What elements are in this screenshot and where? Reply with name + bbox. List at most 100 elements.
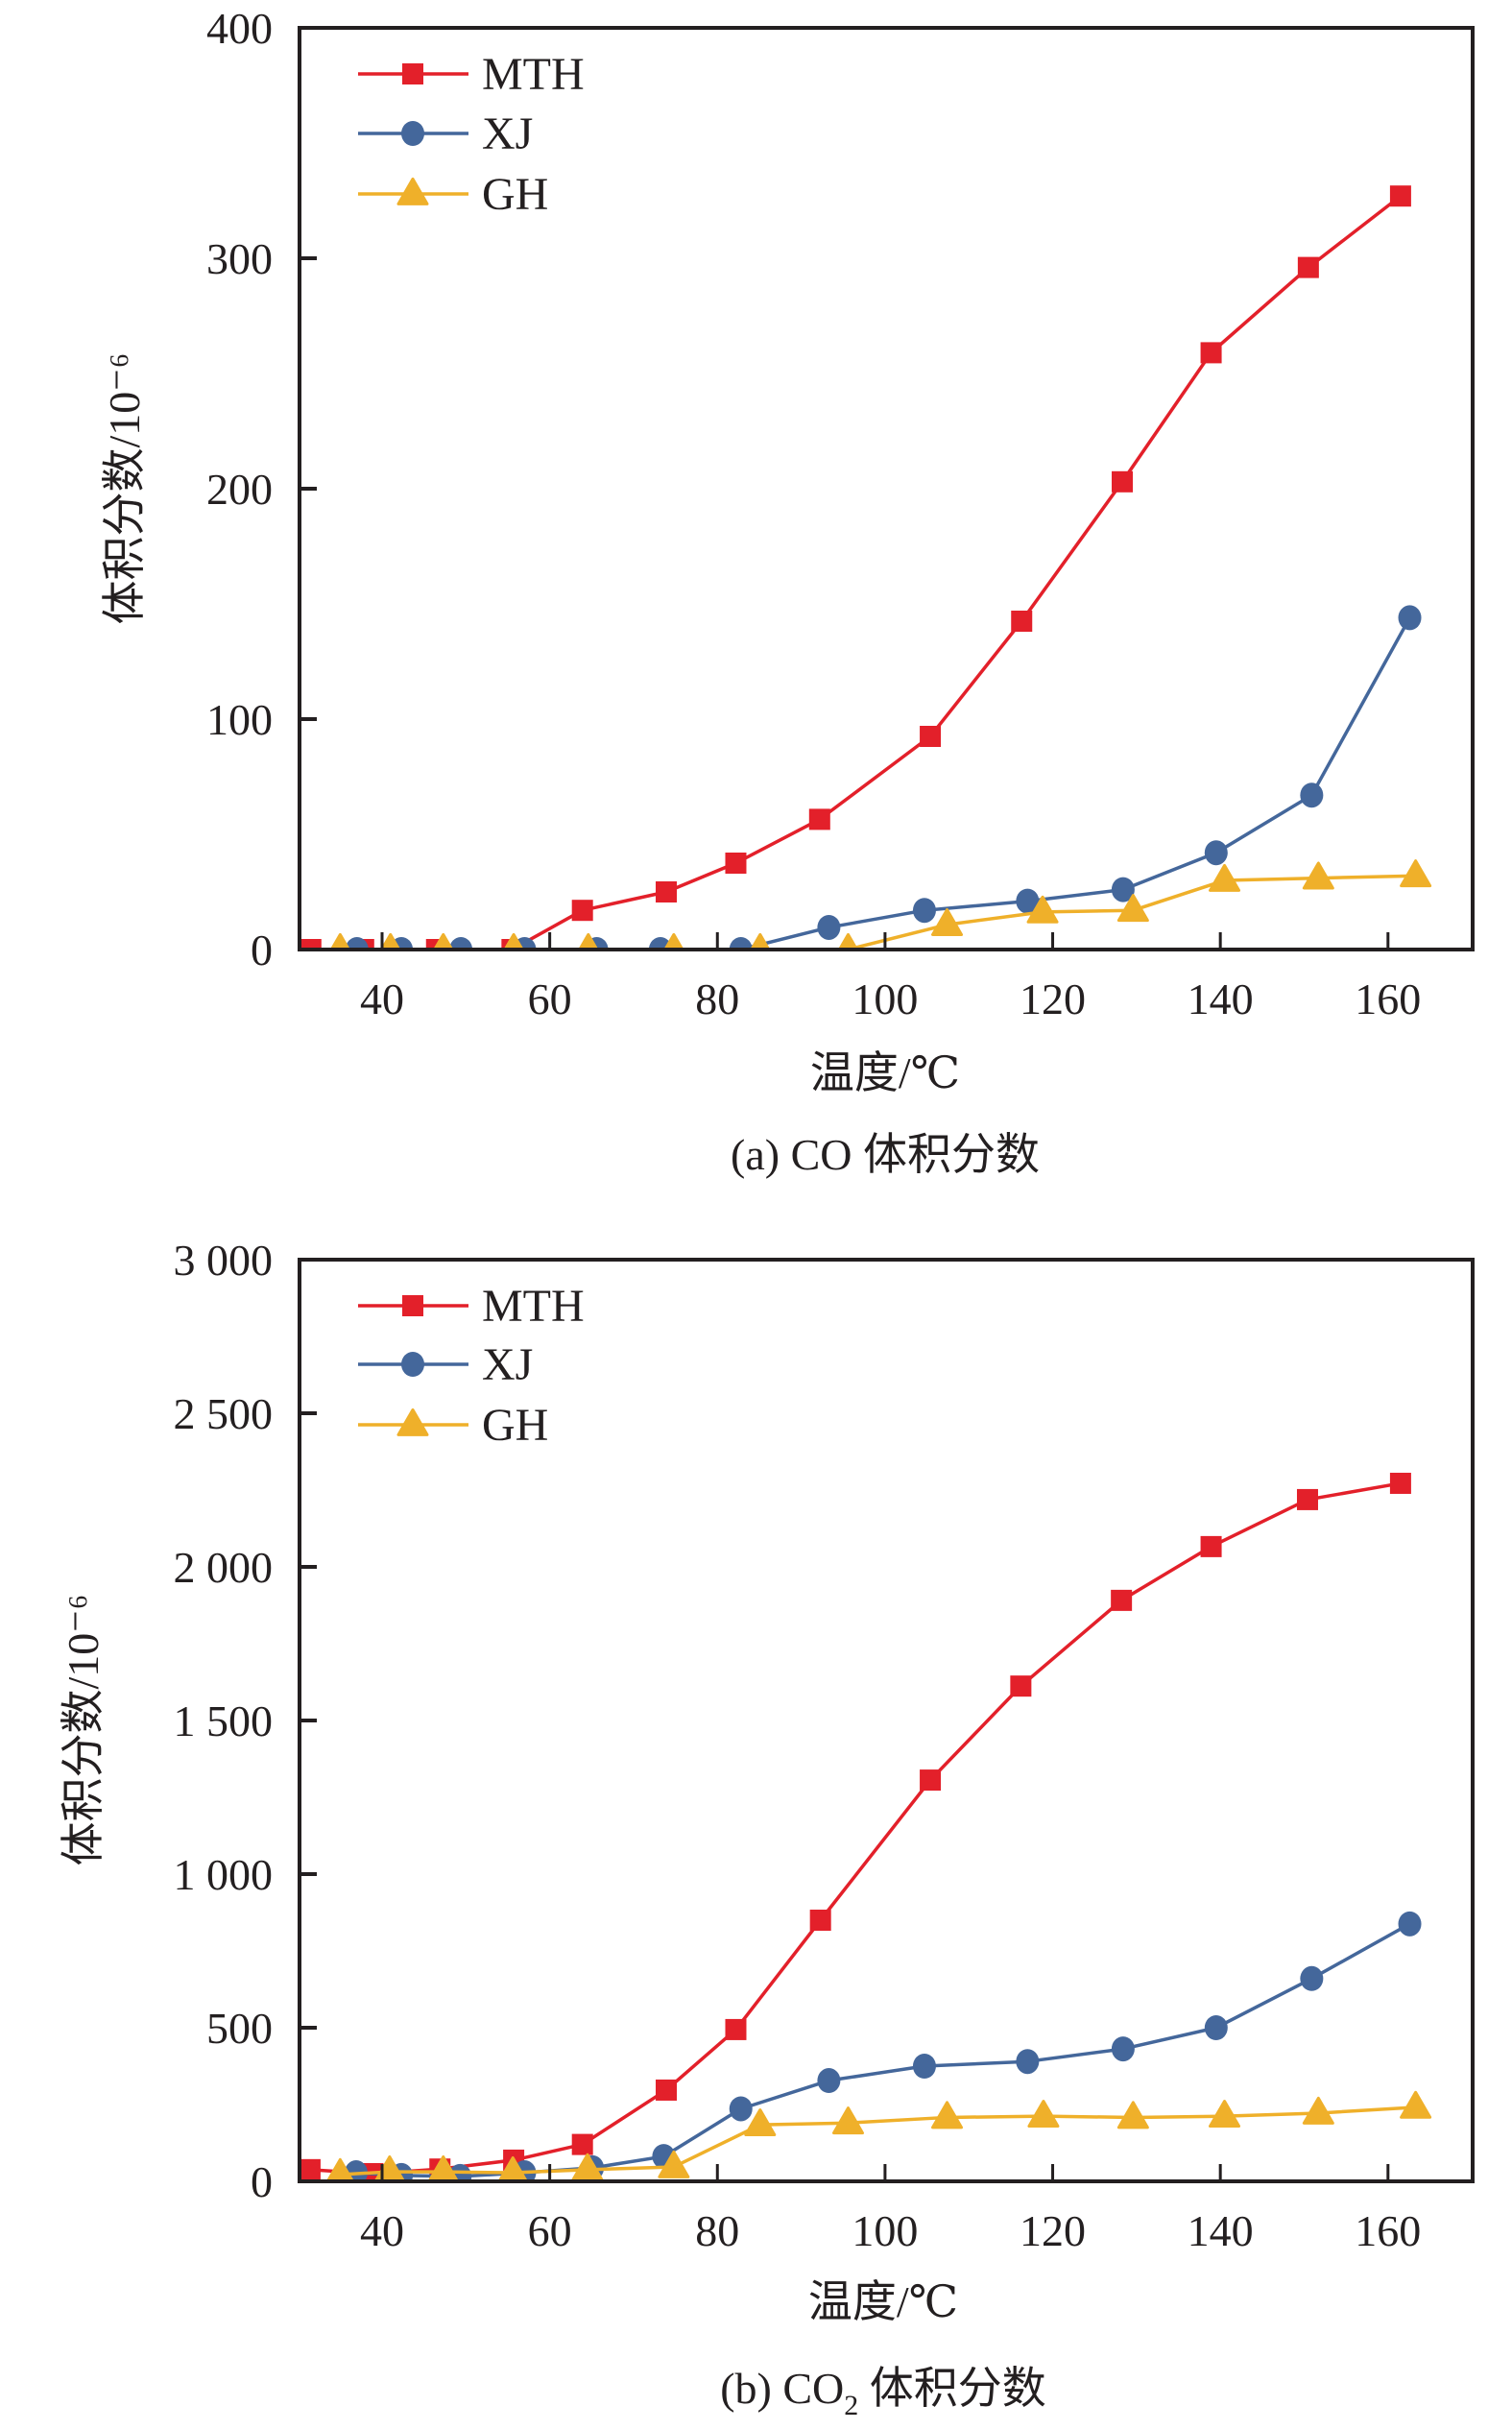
series-layer xyxy=(300,1472,1432,2181)
data-point-mth xyxy=(656,2079,678,2101)
data-point-mth xyxy=(1112,470,1134,493)
legend: MTH XJ GH xyxy=(358,49,585,220)
y-tick-label: 3 000 xyxy=(174,1236,274,1285)
data-point-mth xyxy=(1296,1488,1318,1510)
data-point-mth xyxy=(1389,185,1411,207)
data-point-gh xyxy=(663,932,684,950)
data-point-xj xyxy=(1111,2036,1135,2062)
data-point-mth xyxy=(1200,342,1222,364)
y-tick-label: 0 xyxy=(251,2157,273,2206)
data-point-xj xyxy=(817,2068,841,2094)
legend-label-xj: XJ xyxy=(482,1339,533,1390)
y-tick-label: 0 xyxy=(251,926,273,974)
data-point-gh xyxy=(325,2157,355,2181)
series-xj xyxy=(344,1911,1422,2181)
legend-label-mth: MTH xyxy=(482,1281,585,1332)
legend-marker-square-icon xyxy=(402,1295,423,1316)
data-point-gh xyxy=(744,2108,777,2137)
axes: 0 100 200 300 400 40 60 80 100 120 140 160 xyxy=(206,4,1475,1023)
legend-item-gh xyxy=(358,1407,468,1436)
y-tick-label: 500 xyxy=(206,2004,273,2053)
caption-suffix: 体积分数 xyxy=(858,2364,1046,2413)
x-axis-title: 温度/℃ xyxy=(810,1048,960,1097)
series-layer xyxy=(300,185,1432,950)
legend-marker-circle-icon xyxy=(401,1352,424,1377)
legend-marker-square-icon xyxy=(402,63,423,84)
data-point-xj xyxy=(345,937,369,950)
data-point-mth xyxy=(725,853,747,874)
data-point-mth xyxy=(809,1910,831,1931)
legend-item-xj xyxy=(358,1352,468,1377)
chart-caption: (a) CO 体积分数 xyxy=(731,1130,1040,1179)
legend-item-mth xyxy=(358,1295,468,1316)
series-xj xyxy=(345,605,1422,950)
x-tick-label: 160 xyxy=(1355,974,1421,1023)
chart-caption: (b) CO2 体积分数 xyxy=(720,2364,1046,2421)
data-point-mth xyxy=(571,900,593,922)
data-point-gh xyxy=(1400,859,1432,888)
legend-label-gh: GH xyxy=(482,1400,548,1451)
data-point-gh xyxy=(1116,2101,1149,2129)
data-point-gh xyxy=(503,932,524,950)
legend-marker-triangle-icon xyxy=(396,177,429,205)
data-point-gh xyxy=(931,2101,964,2129)
legend-marker-triangle-icon xyxy=(396,1407,429,1436)
x-tick-label: 60 xyxy=(528,974,572,1023)
y-tick-label: 1 500 xyxy=(174,1696,274,1745)
x-axis-title: 温度/℃ xyxy=(808,2277,958,2326)
y-tick-label: 2 500 xyxy=(174,1389,274,1438)
data-point-gh xyxy=(1209,2100,1241,2129)
data-point-gh xyxy=(1026,895,1059,924)
x-tick-label: 140 xyxy=(1188,974,1254,1023)
legend: MTH XJ GH xyxy=(358,1281,585,1451)
data-point-xj xyxy=(729,937,753,950)
data-point-gh xyxy=(1302,861,1334,890)
axes: 0 500 1 000 1 500 2 000 2 500 3 000 40 60 80 100 12… xyxy=(174,1236,1475,2255)
data-point-mth xyxy=(920,1769,942,1792)
series-gh xyxy=(325,2090,1432,2181)
data-point-mth xyxy=(920,726,942,747)
x-tick-label: 100 xyxy=(852,974,918,1023)
data-point-gh xyxy=(1027,2100,1060,2129)
data-point-gh xyxy=(837,932,859,950)
data-point-mth xyxy=(1389,1472,1411,1494)
data-point-xj xyxy=(1111,877,1135,902)
data-point-mth xyxy=(725,2018,747,2040)
data-point-xj xyxy=(1300,1965,1324,1991)
data-point-mth xyxy=(808,808,830,830)
x-tick-label: 140 xyxy=(1188,2206,1254,2255)
series-line-xj xyxy=(356,616,1412,950)
y-tick-label: 400 xyxy=(206,4,273,53)
legend-label-xj: XJ xyxy=(482,108,533,159)
data-point-xj xyxy=(1398,1911,1422,1937)
data-point-xj xyxy=(1398,605,1422,631)
data-point-xj xyxy=(912,2054,936,2079)
plot-frame xyxy=(298,1258,1475,2183)
data-point-mth xyxy=(300,939,322,950)
data-point-mth xyxy=(656,881,678,902)
x-tick-label: 160 xyxy=(1355,2206,1421,2255)
data-point-xj xyxy=(1016,888,1040,914)
data-point-mth xyxy=(1010,1675,1032,1697)
data-point-xj xyxy=(912,898,936,924)
y-tick-label: 2 000 xyxy=(174,1543,274,1592)
data-point-xj xyxy=(1016,2049,1040,2075)
data-point-xj xyxy=(1204,2015,1228,2040)
x-tick-label: 100 xyxy=(852,2206,918,2255)
y-tick-label: 1 000 xyxy=(174,1850,274,1899)
data-point-gh xyxy=(1400,2090,1432,2119)
data-point-mth xyxy=(1200,1535,1222,1557)
legend-item-xj xyxy=(358,121,468,146)
x-tick-label: 40 xyxy=(360,974,404,1023)
series-line-gh xyxy=(340,874,1416,950)
series-gh xyxy=(329,859,1432,950)
series-line-mth xyxy=(309,1481,1402,2176)
legend-label-gh: GH xyxy=(482,169,548,220)
data-point-mth xyxy=(571,2133,593,2155)
plot-frame xyxy=(298,26,1475,951)
data-point-mth xyxy=(300,2158,321,2180)
data-point-xj xyxy=(1204,840,1228,866)
data-point-xj xyxy=(1300,782,1324,808)
data-point-xj xyxy=(449,937,473,950)
